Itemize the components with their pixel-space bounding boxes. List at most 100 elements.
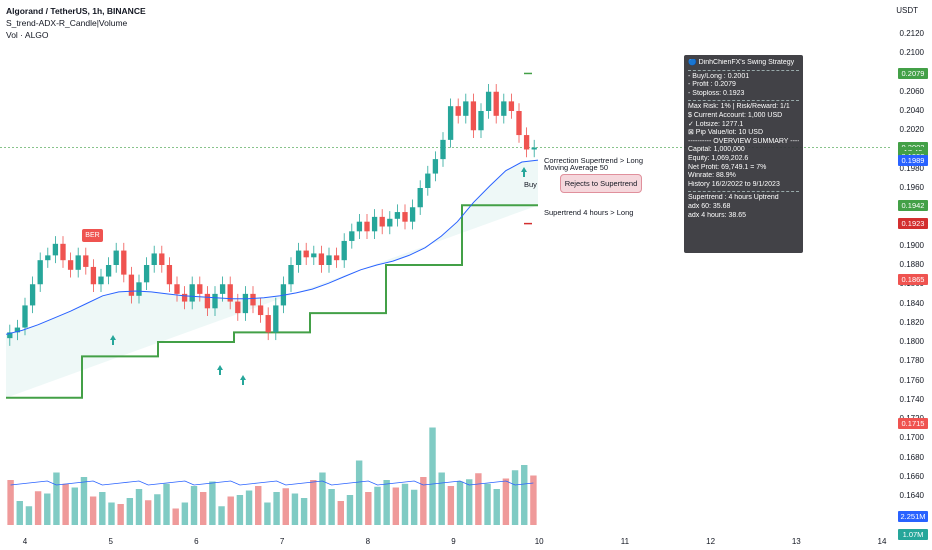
x-tick-label: 5 — [108, 537, 113, 546]
x-tick-label: 4 — [22, 537, 28, 546]
y-tick-label: 0.1840 — [899, 298, 924, 308]
moving-average-line — [5, 159, 539, 335]
supertrend-fill — [6, 160, 538, 398]
candle-body — [288, 265, 294, 285]
supertrend-4h-label: Supertrend 4 hours > Long — [544, 208, 634, 217]
volume-bar — [80, 477, 88, 525]
candle-body — [105, 265, 112, 277]
volume-bar — [236, 495, 244, 525]
info-pip: ⊠ Pip Value/lot: 10 USD — [688, 129, 763, 137]
candle-body — [333, 255, 340, 261]
candle-body — [501, 101, 507, 116]
y-tick-label: 0.1800 — [899, 337, 924, 346]
volume-indicator-label[interactable]: Vol · ALGO — [6, 30, 49, 40]
indicator-label[interactable]: S_trend-ADX-R_Candle|Volume — [6, 18, 128, 28]
candle-body — [311, 253, 317, 258]
volume-bar — [199, 492, 207, 525]
candle-body — [478, 111, 484, 131]
candle-body — [235, 301, 241, 314]
candle-body — [29, 284, 36, 306]
volume-bar — [218, 506, 225, 525]
volume-ma-badge: 2.251M — [898, 510, 928, 522]
candle-body — [174, 284, 180, 294]
volume-bar — [401, 483, 409, 525]
candle-body — [417, 188, 423, 208]
volume-bar — [521, 465, 528, 525]
volume-bar — [144, 500, 152, 525]
candle-body — [440, 139, 446, 160]
info-supertrend: Supertrend : 4 hours Uptrend — [688, 194, 779, 202]
info-buy-long: - Buy/Long : 0.2001 — [688, 72, 750, 80]
volume-bar — [282, 488, 289, 525]
candle-body — [379, 216, 385, 227]
volume-bar — [484, 483, 491, 525]
candle-body — [371, 216, 378, 232]
candle-body — [136, 282, 142, 296]
candle-body — [447, 106, 454, 140]
buy-arrow-icon — [110, 335, 116, 345]
candle-body — [432, 159, 439, 174]
candle-body — [485, 91, 492, 111]
x-tick-label: 6 — [194, 537, 199, 546]
volume-bar — [99, 492, 106, 525]
volume-bar — [310, 480, 317, 525]
x-tick-label: 13 — [791, 537, 801, 546]
ber-label: BER — [82, 229, 103, 242]
volume-bar — [493, 489, 500, 525]
candle-body — [22, 305, 28, 328]
price-badge-b1923: 0.1923 — [898, 218, 928, 230]
candle-body — [227, 284, 233, 302]
info-overview: ---------- OVERVIEW SUMMARY ---------- — [688, 137, 799, 145]
candle-body — [67, 260, 74, 270]
y-tick-label: 0.1880 — [899, 260, 924, 269]
info-risk: Max Risk: 1% | Risk/Reward: 1/1 — [688, 103, 790, 111]
candle-body — [493, 91, 499, 116]
volume-bar — [264, 502, 271, 525]
candle-body — [204, 293, 211, 309]
candle-body — [387, 218, 393, 227]
candle-body — [463, 101, 469, 116]
supertrend-4h-line — [6, 204, 538, 399]
volume-bar — [154, 494, 161, 525]
candle-body — [303, 250, 309, 258]
candle-body — [356, 221, 363, 232]
x-tick-label: 7 — [279, 537, 285, 546]
volume-bar — [511, 470, 519, 525]
candle-body — [189, 284, 195, 302]
correction-supertrend-label: Correction Supertrend > Long — [544, 156, 644, 165]
volume-bar — [209, 481, 216, 525]
y-tick-label: 0.2120 — [899, 29, 924, 38]
volume-bar — [25, 506, 33, 525]
axis-unit: USDT — [896, 6, 918, 15]
volume-bar — [447, 486, 455, 525]
price-badge-b1942: 0.1942 — [898, 199, 928, 211]
info-account: $ Current Account: 1,000 USD — [688, 111, 783, 119]
volume-bar — [181, 502, 189, 525]
info-adx4h: adx 4 hours: 38.65 — [688, 211, 746, 219]
candle-body — [341, 240, 347, 261]
candle-body — [250, 293, 256, 306]
rejects-callout: Rejects to Supertrend — [560, 174, 642, 193]
candle-body — [60, 243, 66, 261]
volume-bar — [383, 480, 390, 525]
y-tick-label: 0.2100 — [899, 48, 924, 58]
info-capital: Capital: 1,000,000 — [688, 146, 745, 154]
candle-body — [14, 327, 21, 333]
price-badge-b1715: 0.1715 — [898, 418, 928, 430]
info-title: 🔵 DinhChienFX's Swing Strategy — [688, 59, 795, 66]
volume-ma-line — [10, 480, 534, 486]
y-tick-label: 0.1780 — [899, 356, 924, 366]
volume-bar — [365, 492, 372, 525]
candle-body — [181, 293, 188, 302]
x-tick-label: 14 — [877, 537, 887, 546]
candle-body — [242, 293, 249, 314]
buy-arrow-icon — [521, 167, 527, 177]
volume-bar — [438, 472, 445, 525]
x-tick-label: 12 — [706, 537, 716, 546]
volume-bar — [273, 492, 280, 525]
info-profit: - Profit : 0.2079 — [688, 81, 736, 89]
volume-bar — [291, 493, 299, 525]
volume-bar — [62, 483, 69, 525]
y-tick-label: 0.1960 — [899, 183, 924, 192]
